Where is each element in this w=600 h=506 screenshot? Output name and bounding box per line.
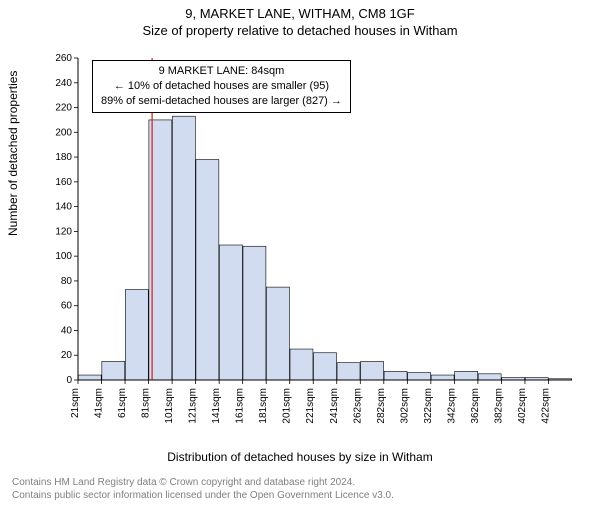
- annotation-box: 9 MARKET LANE: 84sqm ← 10% of detached h…: [92, 60, 351, 113]
- svg-text:322sqm: 322sqm: [423, 388, 434, 424]
- svg-text:141sqm: 141sqm: [211, 388, 222, 424]
- svg-text:362sqm: 362sqm: [470, 388, 481, 424]
- svg-text:140: 140: [55, 202, 72, 213]
- svg-text:81sqm: 81sqm: [141, 388, 152, 418]
- svg-text:40: 40: [61, 325, 73, 336]
- svg-text:160: 160: [55, 177, 72, 188]
- svg-text:101sqm: 101sqm: [164, 388, 175, 424]
- y-axis-label: Number of detached properties: [6, 71, 20, 236]
- annotation-line-2: ← 10% of detached houses are smaller (95…: [101, 79, 342, 94]
- chart-address-title: 9, MARKET LANE, WITHAM, CM8 1GF: [0, 6, 600, 21]
- svg-text:80: 80: [61, 276, 73, 287]
- svg-text:21sqm: 21sqm: [70, 388, 81, 418]
- svg-text:240: 240: [55, 78, 72, 89]
- svg-text:200: 200: [55, 127, 72, 138]
- svg-text:382sqm: 382sqm: [493, 388, 504, 424]
- svg-text:181sqm: 181sqm: [258, 388, 269, 424]
- svg-text:61sqm: 61sqm: [117, 388, 128, 418]
- svg-text:241sqm: 241sqm: [329, 388, 340, 424]
- svg-text:100: 100: [55, 251, 72, 262]
- annotation-line-1: 9 MARKET LANE: 84sqm: [101, 64, 342, 79]
- svg-text:121sqm: 121sqm: [188, 388, 199, 424]
- svg-text:60: 60: [61, 301, 73, 312]
- chart-subtitle: Size of property relative to detached ho…: [0, 23, 600, 38]
- svg-text:282sqm: 282sqm: [376, 388, 387, 424]
- svg-text:41sqm: 41sqm: [94, 388, 105, 418]
- footnote-line-2: Contains public sector information licen…: [12, 490, 394, 503]
- svg-text:20: 20: [61, 350, 73, 361]
- svg-text:220: 220: [55, 103, 72, 114]
- annotation-line-3: 89% of semi-detached houses are larger (…: [101, 94, 342, 109]
- svg-text:422sqm: 422sqm: [540, 388, 551, 424]
- svg-text:262sqm: 262sqm: [352, 388, 363, 424]
- x-axis-label: Distribution of detached houses by size …: [0, 450, 600, 464]
- footnote-line-1: Contains HM Land Registry data © Crown c…: [12, 477, 394, 490]
- footnote: Contains HM Land Registry data © Crown c…: [12, 477, 394, 502]
- svg-text:260: 260: [55, 54, 72, 64]
- svg-text:0: 0: [66, 375, 72, 386]
- svg-text:402sqm: 402sqm: [517, 388, 528, 424]
- svg-text:201sqm: 201sqm: [282, 388, 293, 424]
- svg-text:342sqm: 342sqm: [446, 388, 457, 424]
- svg-text:161sqm: 161sqm: [235, 388, 246, 424]
- svg-text:221sqm: 221sqm: [305, 388, 316, 424]
- svg-text:120: 120: [55, 226, 72, 237]
- svg-text:180: 180: [55, 152, 72, 163]
- svg-text:302sqm: 302sqm: [399, 388, 410, 424]
